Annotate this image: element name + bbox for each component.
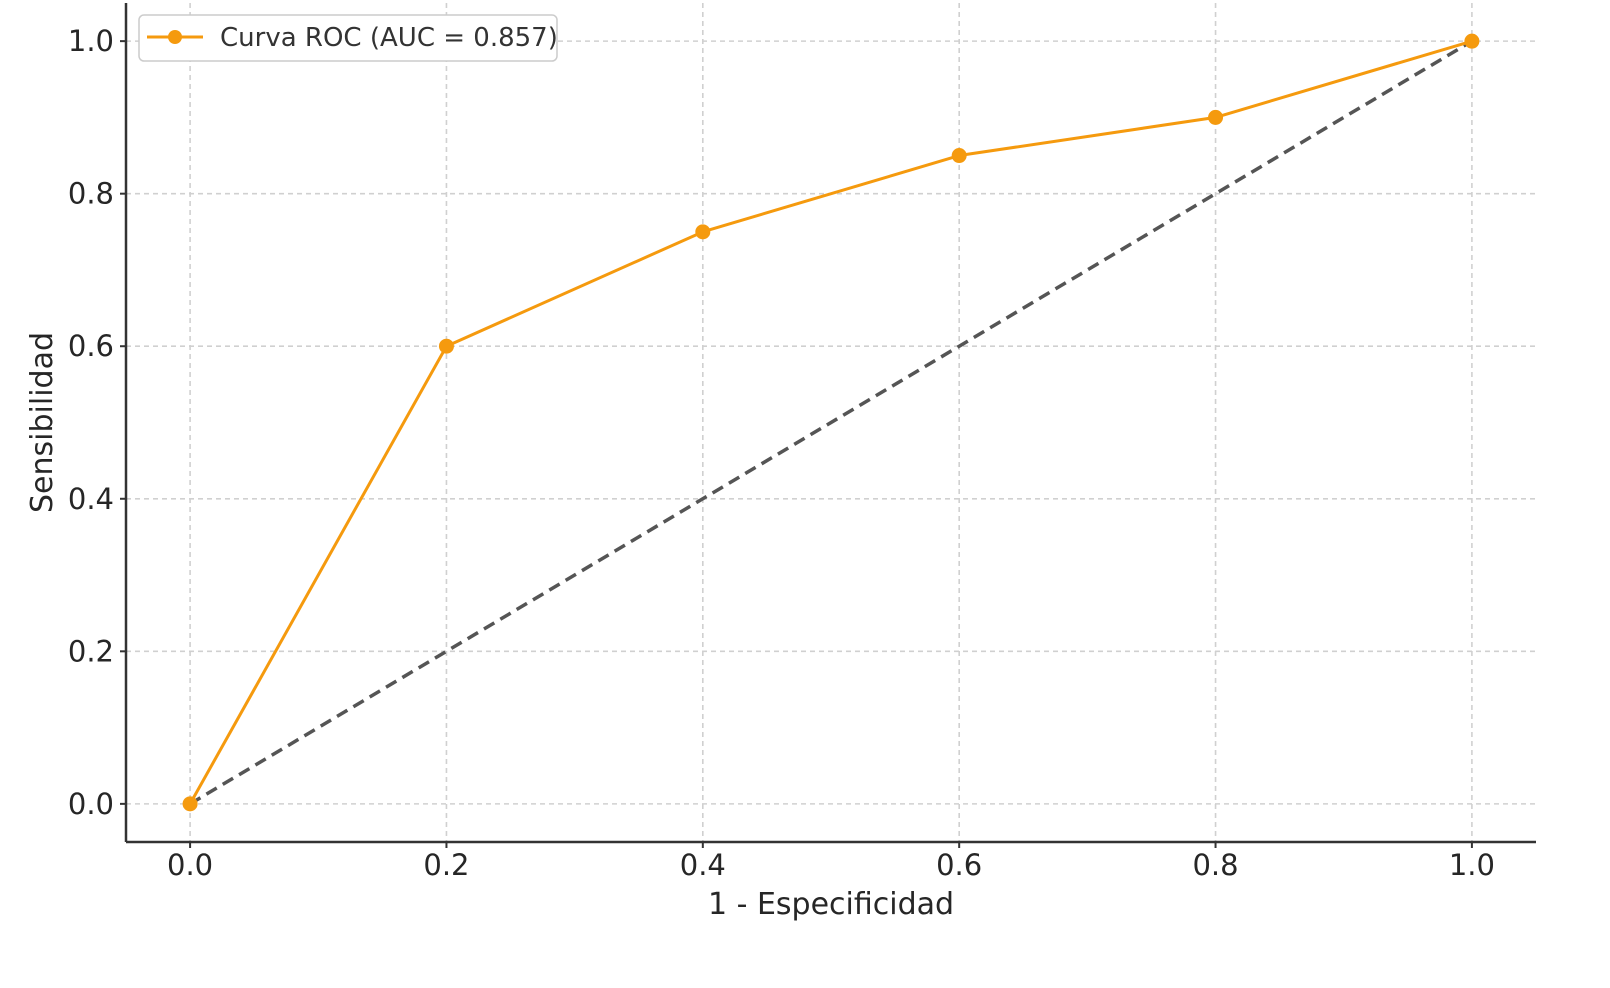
x-tick-label-1: 0.2 <box>423 848 469 882</box>
x-tick-label-4: 0.8 <box>1192 848 1238 882</box>
legend-box <box>138 14 558 62</box>
series-layer <box>182 33 1480 812</box>
roc-point-3 <box>951 148 967 164</box>
legend-marker <box>168 30 182 44</box>
y-tick-label-3: 0.6 <box>68 329 114 363</box>
axes <box>124 3 1536 844</box>
x-axis-title: 1 - Especificidad <box>708 887 954 922</box>
tick-labels: 0.0 0.2 0.4 0.6 0.8 1.0 0.0 0.2 0.4 0.6 0.8 1.0 <box>68 24 1495 882</box>
roc-point-1 <box>438 338 454 354</box>
roc-curve-line <box>188 39 1473 805</box>
roc-point-0 <box>182 796 198 812</box>
y-tick-label-0: 0.0 <box>68 787 114 821</box>
x-tick-label-5: 1.0 <box>1449 848 1495 882</box>
y-tick-label-1: 0.2 <box>68 634 114 668</box>
roc-point-5 <box>1464 33 1480 49</box>
y-tick-label-5: 1.0 <box>68 24 114 58</box>
legend: Curva ROC (AUC = 0.857) <box>138 14 558 62</box>
y-tick-label-4: 0.8 <box>68 177 114 211</box>
y-tick-label-2: 0.4 <box>68 482 114 516</box>
x-tick-label-0: 0.0 <box>167 848 213 882</box>
roc-point-4 <box>1208 109 1224 125</box>
reference-diagonal-line <box>189 39 1473 806</box>
y-axis-title: Sensibilidad <box>25 332 60 513</box>
x-tick-label-3: 0.6 <box>936 848 982 882</box>
roc-point-2 <box>695 224 711 240</box>
legend-label: Curva ROC (AUC = 0.857) <box>220 23 558 53</box>
x-tick-label-2: 0.4 <box>680 848 726 882</box>
